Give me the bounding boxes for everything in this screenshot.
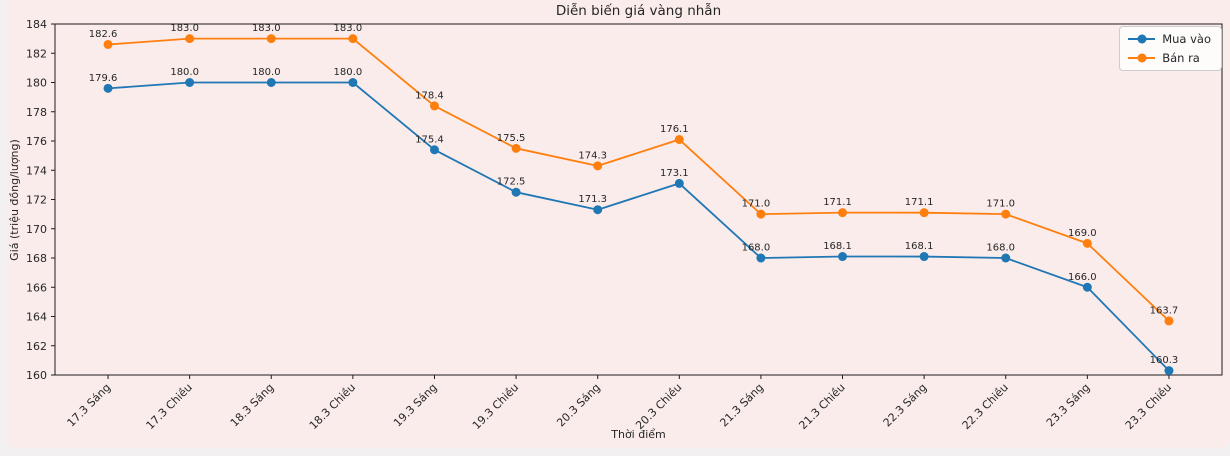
svg-text:168.0: 168.0 xyxy=(986,243,1015,254)
svg-text:180.0: 180.0 xyxy=(252,67,281,78)
svg-text:22.3 Chiều: 22.3 Chiều xyxy=(960,381,1011,432)
y-axis-label: Giá (triệu đồng/lượng) xyxy=(8,139,21,261)
svg-text:184: 184 xyxy=(26,18,47,31)
svg-text:176: 176 xyxy=(26,135,47,148)
svg-text:18.3 Chiều: 18.3 Chiều xyxy=(307,381,358,432)
svg-text:19.3 Sáng: 19.3 Sáng xyxy=(391,381,440,430)
svg-text:175.4: 175.4 xyxy=(415,134,444,145)
legend-label-ban-ra: Bán ra xyxy=(1162,51,1200,65)
legend-entry-mua-vao: Mua vào xyxy=(1128,32,1211,46)
svg-text:183.0: 183.0 xyxy=(170,23,199,34)
svg-text:21.3 Sáng: 21.3 Sáng xyxy=(717,381,766,430)
figure-card: 160 162 164 166 168 170 172 174 176 178 180 182 184 1… xyxy=(7,0,1230,448)
svg-text:171.3: 171.3 xyxy=(578,194,607,205)
svg-text:170: 170 xyxy=(26,223,47,236)
svg-text:19.3 Chiều: 19.3 Chiều xyxy=(470,381,521,432)
svg-text:163.7: 163.7 xyxy=(1150,305,1179,316)
svg-text:17.3 Sáng: 17.3 Sáng xyxy=(65,381,114,430)
svg-text:23.3 Chiều: 23.3 Chiều xyxy=(1123,381,1174,432)
svg-text:182.6: 182.6 xyxy=(89,29,118,40)
svg-text:171.0: 171.0 xyxy=(742,199,771,210)
legend-label-mua-vao: Mua vào xyxy=(1162,32,1211,46)
svg-text:178.4: 178.4 xyxy=(415,90,444,101)
svg-text:160: 160 xyxy=(26,369,47,382)
svg-text:179.6: 179.6 xyxy=(89,73,118,84)
svg-text:169.0: 169.0 xyxy=(1068,228,1097,239)
svg-text:168.1: 168.1 xyxy=(905,241,934,252)
svg-text:172.5: 172.5 xyxy=(497,177,526,188)
chart-title: Diễn biến giá vàng nhẫn xyxy=(555,3,722,19)
svg-text:180: 180 xyxy=(26,77,47,90)
svg-text:168.1: 168.1 xyxy=(823,241,852,252)
svg-text:162: 162 xyxy=(26,340,47,353)
svg-text:171.1: 171.1 xyxy=(823,197,852,208)
svg-text:17.3 Chiều: 17.3 Chiều xyxy=(144,381,195,432)
svg-text:168.0: 168.0 xyxy=(742,243,771,254)
x-axis-label: Thời điểm xyxy=(611,428,666,441)
svg-text:20.3 Chiều: 20.3 Chiều xyxy=(633,381,684,432)
svg-text:22.3 Sáng: 22.3 Sáng xyxy=(881,381,930,430)
svg-text:164: 164 xyxy=(26,311,47,324)
svg-text:166.0: 166.0 xyxy=(1068,272,1097,283)
svg-text:180.0: 180.0 xyxy=(334,67,363,78)
svg-text:166: 166 xyxy=(26,281,47,294)
svg-text:20.3 Sáng: 20.3 Sáng xyxy=(554,381,603,430)
svg-text:18.3 Sáng: 18.3 Sáng xyxy=(228,381,277,430)
svg-text:171.1: 171.1 xyxy=(905,197,934,208)
svg-text:180.0: 180.0 xyxy=(170,67,199,78)
svg-text:183.0: 183.0 xyxy=(334,23,363,34)
svg-text:176.1: 176.1 xyxy=(660,124,689,135)
chart-legend: Mua vào Bán ra xyxy=(1119,26,1222,71)
svg-text:160.3: 160.3 xyxy=(1150,355,1179,366)
legend-marker-ban-ra-icon xyxy=(1128,53,1156,63)
svg-text:175.5: 175.5 xyxy=(497,133,526,144)
svg-text:173.1: 173.1 xyxy=(660,168,689,179)
svg-text:172: 172 xyxy=(26,194,47,207)
svg-text:182: 182 xyxy=(26,47,47,60)
svg-text:168: 168 xyxy=(26,252,47,265)
chart-canvas: 160 162 164 166 168 170 172 174 176 178 180 182 184 1… xyxy=(26,18,1223,432)
legend-entry-ban-ra: Bán ra xyxy=(1128,51,1211,65)
svg-text:174: 174 xyxy=(26,164,47,177)
svg-text:174.3: 174.3 xyxy=(578,150,607,161)
svg-text:23.3 Sáng: 23.3 Sáng xyxy=(1044,381,1093,430)
svg-text:21.3 Chiều: 21.3 Chiều xyxy=(796,381,847,432)
svg-text:183.0: 183.0 xyxy=(252,23,281,34)
svg-text:171.0: 171.0 xyxy=(986,199,1015,210)
legend-marker-mua-vao-icon xyxy=(1128,34,1156,44)
svg-text:178: 178 xyxy=(26,106,47,119)
